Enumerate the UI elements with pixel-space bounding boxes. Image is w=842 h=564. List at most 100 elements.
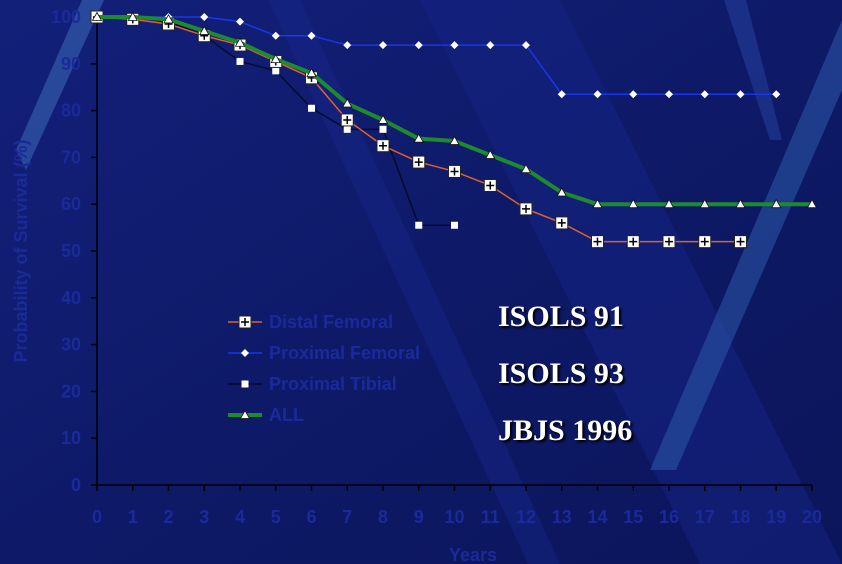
data-point-proximal-femoral: [379, 41, 387, 50]
data-point-proximal-tibial: [379, 125, 387, 133]
data-point-proximal-femoral: [629, 90, 638, 99]
data-point-proximal-femoral: [736, 90, 745, 99]
x-tick-label: 9: [414, 507, 424, 527]
legend-item-distal-femoral: Distal Femoral: [228, 312, 393, 332]
data-point-all: [234, 37, 246, 47]
data-point-all: [127, 11, 138, 21]
marker-plus: [700, 237, 709, 246]
marker-plus: [665, 237, 673, 246]
y-tick-label: 70: [61, 147, 81, 167]
data-point-all: [199, 25, 210, 35]
y-tick-label: 30: [61, 335, 81, 355]
x-tick-label: 20: [802, 507, 822, 527]
data-point-distal-femoral: [448, 164, 461, 178]
legend-label-all: ALL: [269, 405, 304, 425]
x-tick-label: 3: [199, 507, 209, 527]
x-tick-label: 8: [378, 507, 388, 527]
legend-item-proximal-femoral: Proximal Femoral: [228, 343, 420, 363]
background-stripe: [420, 0, 842, 564]
data-point-proximal-femoral: [307, 31, 316, 40]
y-tick-label: 50: [61, 241, 81, 261]
y-tick-label: 90: [61, 54, 81, 74]
data-point-proximal-femoral: [593, 90, 602, 99]
data-point-proximal-femoral: [200, 13, 209, 21]
marker-plus: [343, 115, 352, 124]
data-point-all: [306, 67, 317, 78]
x-tick-label: 13: [552, 507, 572, 527]
data-point-distal-femoral: [412, 155, 426, 169]
marker-plus: [593, 237, 602, 246]
series-all: [91, 11, 818, 209]
chart-series: [90, 10, 818, 249]
x-tick-label: 12: [516, 507, 536, 527]
legend-label-distal-femoral: Distal Femoral: [269, 312, 393, 332]
data-point-distal-femoral: [519, 202, 533, 216]
background-stripe: [268, 0, 560, 564]
marker-plus: [486, 181, 495, 190]
data-point-all: [377, 114, 389, 124]
data-point-proximal-femoral: [450, 41, 459, 50]
data-point-proximal-femoral: [665, 90, 673, 99]
legend-marker: [238, 315, 252, 329]
marker-plus: [557, 218, 566, 227]
data-point-all: [163, 14, 174, 24]
x-tick-label: 7: [342, 507, 352, 527]
marker-plus: [241, 318, 249, 326]
data-point-distal-femoral: [376, 139, 390, 153]
data-point-distal-femoral: [662, 235, 676, 249]
x-tick-label: 1: [128, 507, 138, 527]
data-point-proximal-femoral: [486, 41, 495, 50]
data-point-proximal-femoral: [343, 41, 352, 50]
data-point-distal-femoral: [734, 235, 747, 249]
legend-marker: [241, 380, 249, 388]
data-point-all: [592, 198, 603, 209]
series-line-proximal-tibial: [97, 16, 455, 227]
x-tick-label: 16: [659, 507, 679, 527]
legend-label-proximal-femoral: Proximal Femoral: [269, 343, 420, 363]
data-point-proximal-tibial: [272, 67, 280, 75]
background-stripe: [16, 0, 104, 170]
annotation-isols-93: ISOLS 93: [498, 357, 624, 390]
y-tick-label: 20: [61, 381, 81, 401]
legend-marker: [239, 409, 251, 419]
x-tick-label: 17: [695, 507, 715, 527]
x-tick-label: 14: [587, 507, 607, 527]
marker-plus: [414, 158, 423, 167]
annotation-isols-91: ISOLS 91: [498, 300, 624, 333]
x-tick-label: 2: [163, 507, 173, 527]
data-point-proximal-femoral: [700, 90, 709, 99]
data-point-all: [413, 133, 424, 143]
background-stripe: [724, 0, 782, 140]
series-distal-femoral: [90, 10, 747, 249]
data-point-proximal-tibial: [451, 221, 458, 229]
legend-item-all: ALL: [228, 405, 304, 425]
data-point-all: [520, 163, 532, 173]
legend-marker: [241, 349, 249, 357]
data-point-all: [663, 198, 675, 209]
series-line-proximal-femoral: [97, 16, 777, 95]
marker-plus: [450, 167, 459, 176]
x-tick-label: 18: [730, 507, 750, 527]
data-point-distal-femoral: [591, 235, 604, 249]
marker-plus: [629, 237, 638, 246]
data-point-proximal-tibial: [308, 104, 315, 112]
data-point-all: [449, 135, 460, 145]
y-tick-label: 100: [51, 7, 81, 27]
x-tick-label: 10: [444, 507, 464, 527]
legend-item-proximal-tibial: Proximal Tibial: [228, 374, 397, 394]
data-point-all: [628, 198, 639, 209]
data-point-proximal-femoral: [772, 90, 781, 99]
marker-plus: [379, 141, 387, 150]
chart-legend: Distal Femoral Proximal Femoral Proximal T…: [228, 312, 420, 425]
data-point-all: [556, 187, 567, 197]
data-point-proximal-tibial: [415, 221, 423, 229]
x-tick-label: 6: [306, 507, 316, 527]
data-point-all: [270, 53, 281, 64]
data-point-proximal-femoral: [271, 31, 280, 40]
y-tick-label: 10: [61, 428, 81, 448]
data-point-all: [699, 198, 710, 209]
data-point-proximal-tibial: [343, 125, 351, 133]
data-point-distal-femoral: [555, 216, 569, 230]
